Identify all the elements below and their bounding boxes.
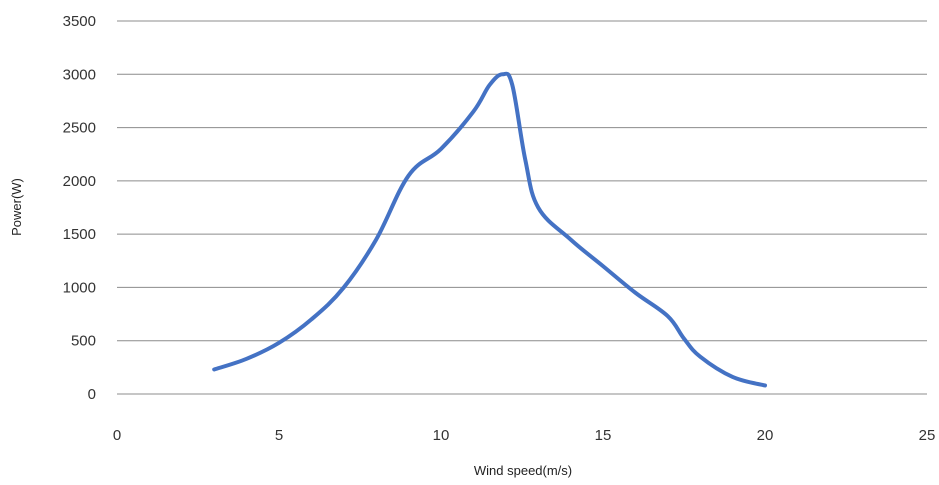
y-tick-labels: 0 500 1000 1500 2000 2500 3000 3500 xyxy=(63,13,96,403)
x-tick-label: 25 xyxy=(919,427,936,444)
series xyxy=(212,71,767,388)
y-tick-label: 3500 xyxy=(63,13,96,30)
x-axis-title: Wind speed(m/s) xyxy=(474,463,572,478)
x-tick-label: 5 xyxy=(275,427,283,444)
y-tick-label: 3000 xyxy=(63,66,96,83)
y-axis-title: Power(W) xyxy=(9,178,24,236)
x-tick-label: 10 xyxy=(433,427,450,444)
y-tick-label: 0 xyxy=(88,386,96,403)
y-tick-label: 1500 xyxy=(63,226,96,243)
y-tick-label: 500 xyxy=(71,333,96,350)
x-tick-label: 15 xyxy=(595,427,612,444)
series-line xyxy=(212,71,767,388)
x-tick-label: 0 xyxy=(113,427,121,444)
x-tick-labels: 0 5 10 15 20 25 xyxy=(113,427,936,444)
y-tick-label: 2500 xyxy=(63,120,96,137)
y-tick-label: 2000 xyxy=(63,173,96,190)
x-tick-label: 20 xyxy=(757,427,774,444)
y-tick-label: 1000 xyxy=(63,279,96,296)
gridlines xyxy=(117,20,927,342)
